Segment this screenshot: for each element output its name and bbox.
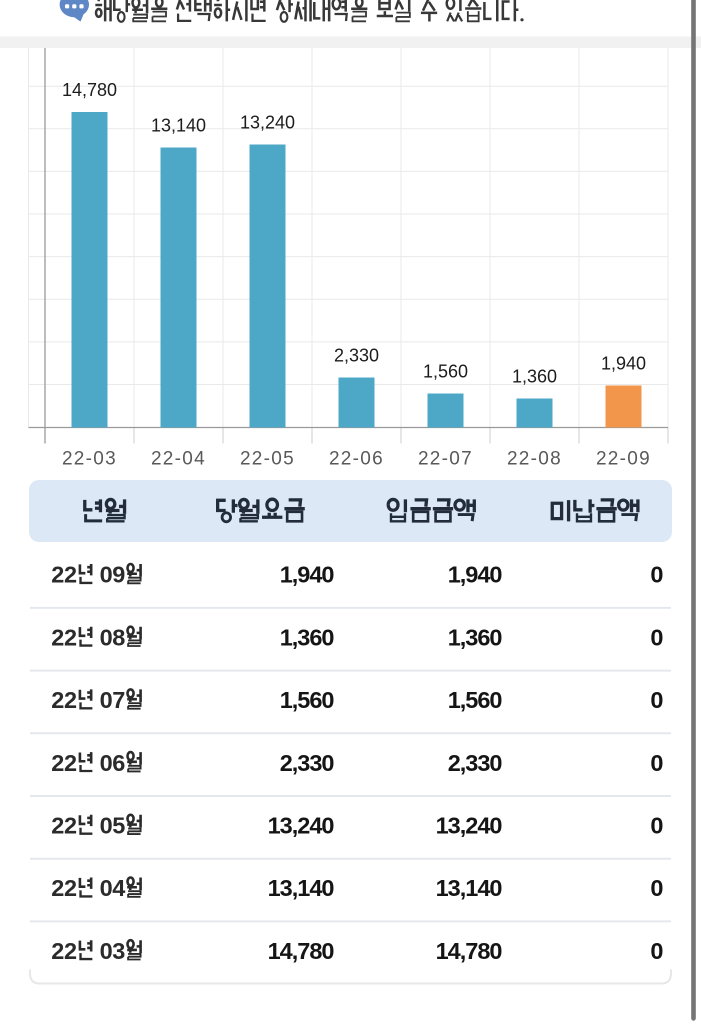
svg-text:22-04: 22-04 xyxy=(151,449,206,470)
svg-text:22-07: 22-07 xyxy=(418,449,473,470)
svg-text:13,240: 13,240 xyxy=(240,113,295,133)
svg-text:22-06: 22-06 xyxy=(329,449,384,470)
svg-text:0: 0 xyxy=(650,875,663,901)
svg-text:1,560: 1,560 xyxy=(280,687,335,713)
svg-text:13,240: 13,240 xyxy=(436,813,503,839)
svg-text:1,360: 1,360 xyxy=(280,624,335,650)
svg-text:22: 22 xyxy=(51,562,77,588)
svg-text:14,780: 14,780 xyxy=(436,938,503,964)
svg-text:14,780: 14,780 xyxy=(62,80,117,100)
svg-text:1,360: 1,360 xyxy=(448,624,503,650)
svg-text:22: 22 xyxy=(51,938,77,964)
svg-text:0: 0 xyxy=(650,938,663,964)
svg-text:0: 0 xyxy=(650,750,663,776)
svg-text:08: 08 xyxy=(100,624,126,650)
svg-text:06: 06 xyxy=(100,750,126,776)
svg-text:13,240: 13,240 xyxy=(268,813,335,839)
svg-text:1,940: 1,940 xyxy=(280,562,335,588)
svg-text:2,330: 2,330 xyxy=(448,750,503,776)
svg-text:22: 22 xyxy=(51,687,77,713)
svg-text:0: 0 xyxy=(650,624,663,650)
svg-text:13,140: 13,140 xyxy=(268,875,335,901)
svg-text:22-03: 22-03 xyxy=(62,449,117,470)
svg-text:22: 22 xyxy=(51,813,77,839)
svg-text:2,330: 2,330 xyxy=(334,346,379,366)
svg-text:14,780: 14,780 xyxy=(268,938,335,964)
svg-text:1,360: 1,360 xyxy=(512,367,557,387)
svg-text:07: 07 xyxy=(100,687,126,713)
svg-text:13,140: 13,140 xyxy=(151,116,206,136)
svg-text:0: 0 xyxy=(650,813,663,839)
svg-text:09: 09 xyxy=(100,562,126,588)
svg-text:22: 22 xyxy=(51,750,77,776)
svg-text:2,330: 2,330 xyxy=(280,750,335,776)
svg-text:22: 22 xyxy=(51,624,77,650)
svg-text:0: 0 xyxy=(650,562,663,588)
svg-text:1,940: 1,940 xyxy=(448,562,503,588)
svg-text:22-09: 22-09 xyxy=(596,449,651,470)
svg-text:1,560: 1,560 xyxy=(423,362,468,382)
svg-text:22-08: 22-08 xyxy=(507,449,562,470)
svg-text:22-05: 22-05 xyxy=(240,449,295,470)
svg-text:1,940: 1,940 xyxy=(601,354,646,374)
svg-text:0: 0 xyxy=(650,687,663,713)
svg-text:13,140: 13,140 xyxy=(436,875,503,901)
svg-text:05: 05 xyxy=(100,813,126,839)
svg-text:22: 22 xyxy=(51,875,77,901)
svg-text:04: 04 xyxy=(100,875,126,901)
svg-text:03: 03 xyxy=(100,938,126,964)
svg-text:1,560: 1,560 xyxy=(448,687,503,713)
